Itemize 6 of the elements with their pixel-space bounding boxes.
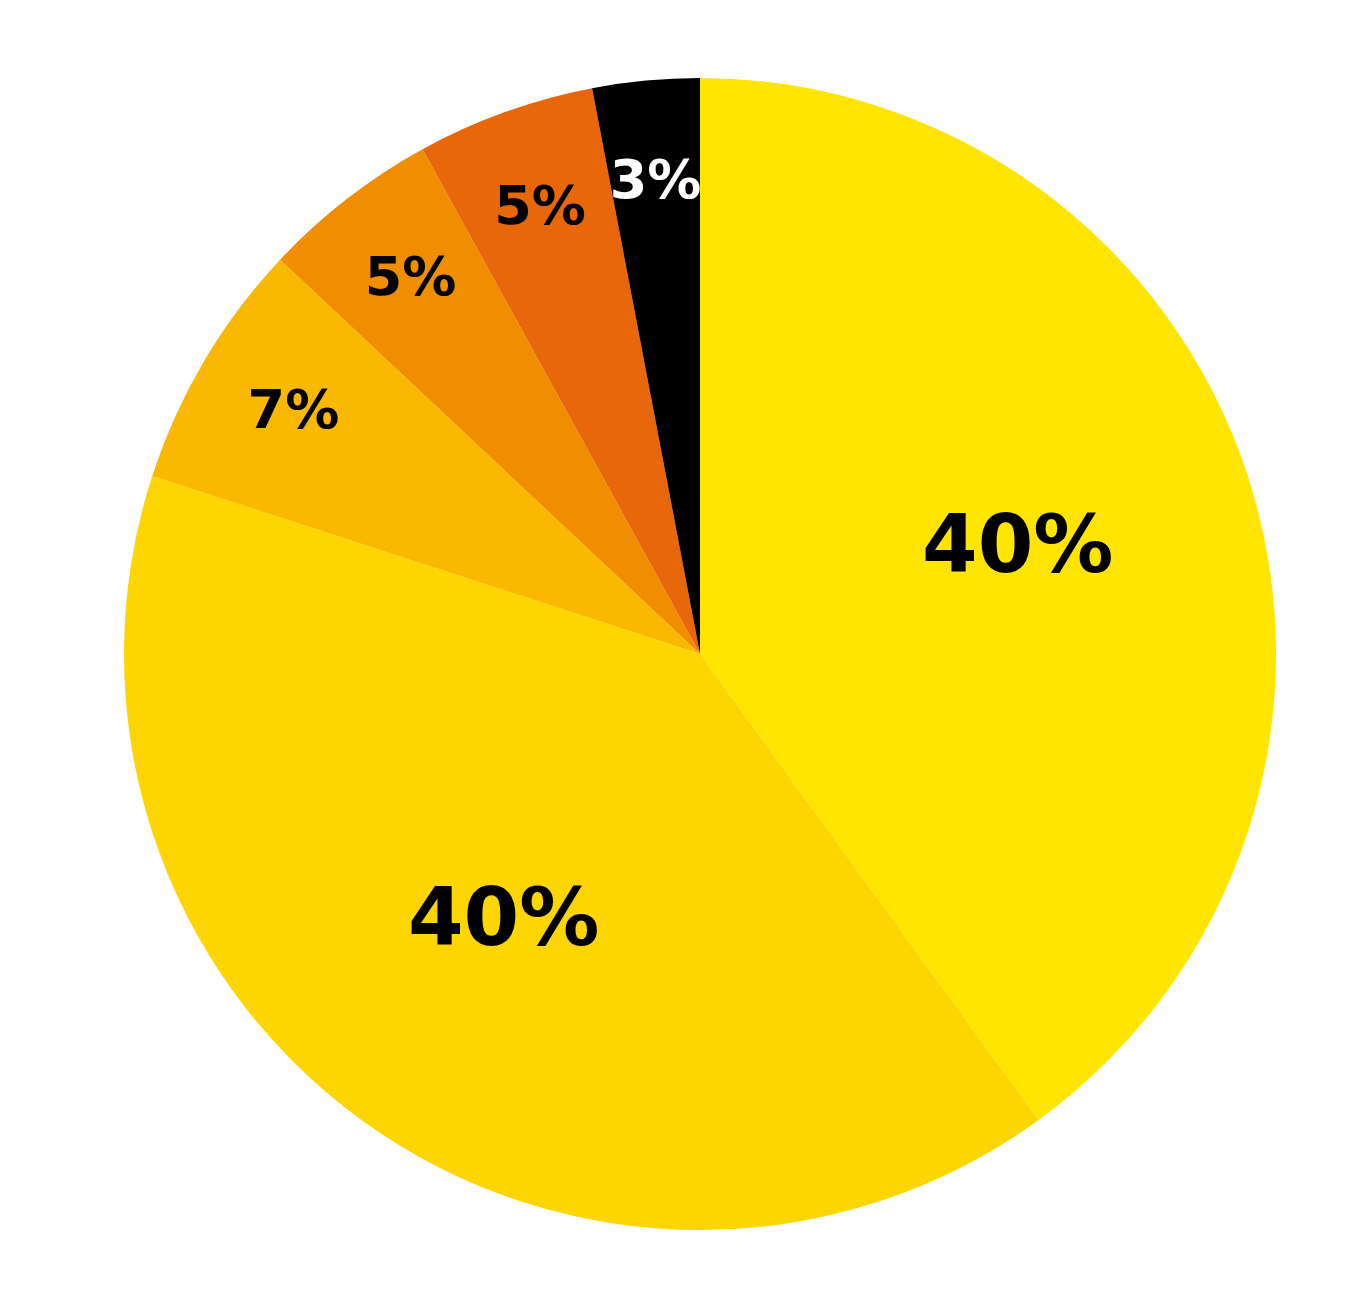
- data-label: 5%: [494, 173, 586, 237]
- data-label: 5%: [364, 244, 457, 308]
- data-label: 40%: [921, 497, 1114, 591]
- data-label: 40%: [407, 871, 600, 965]
- data-label: 7%: [247, 377, 340, 441]
- data-label: 3%: [609, 147, 702, 211]
